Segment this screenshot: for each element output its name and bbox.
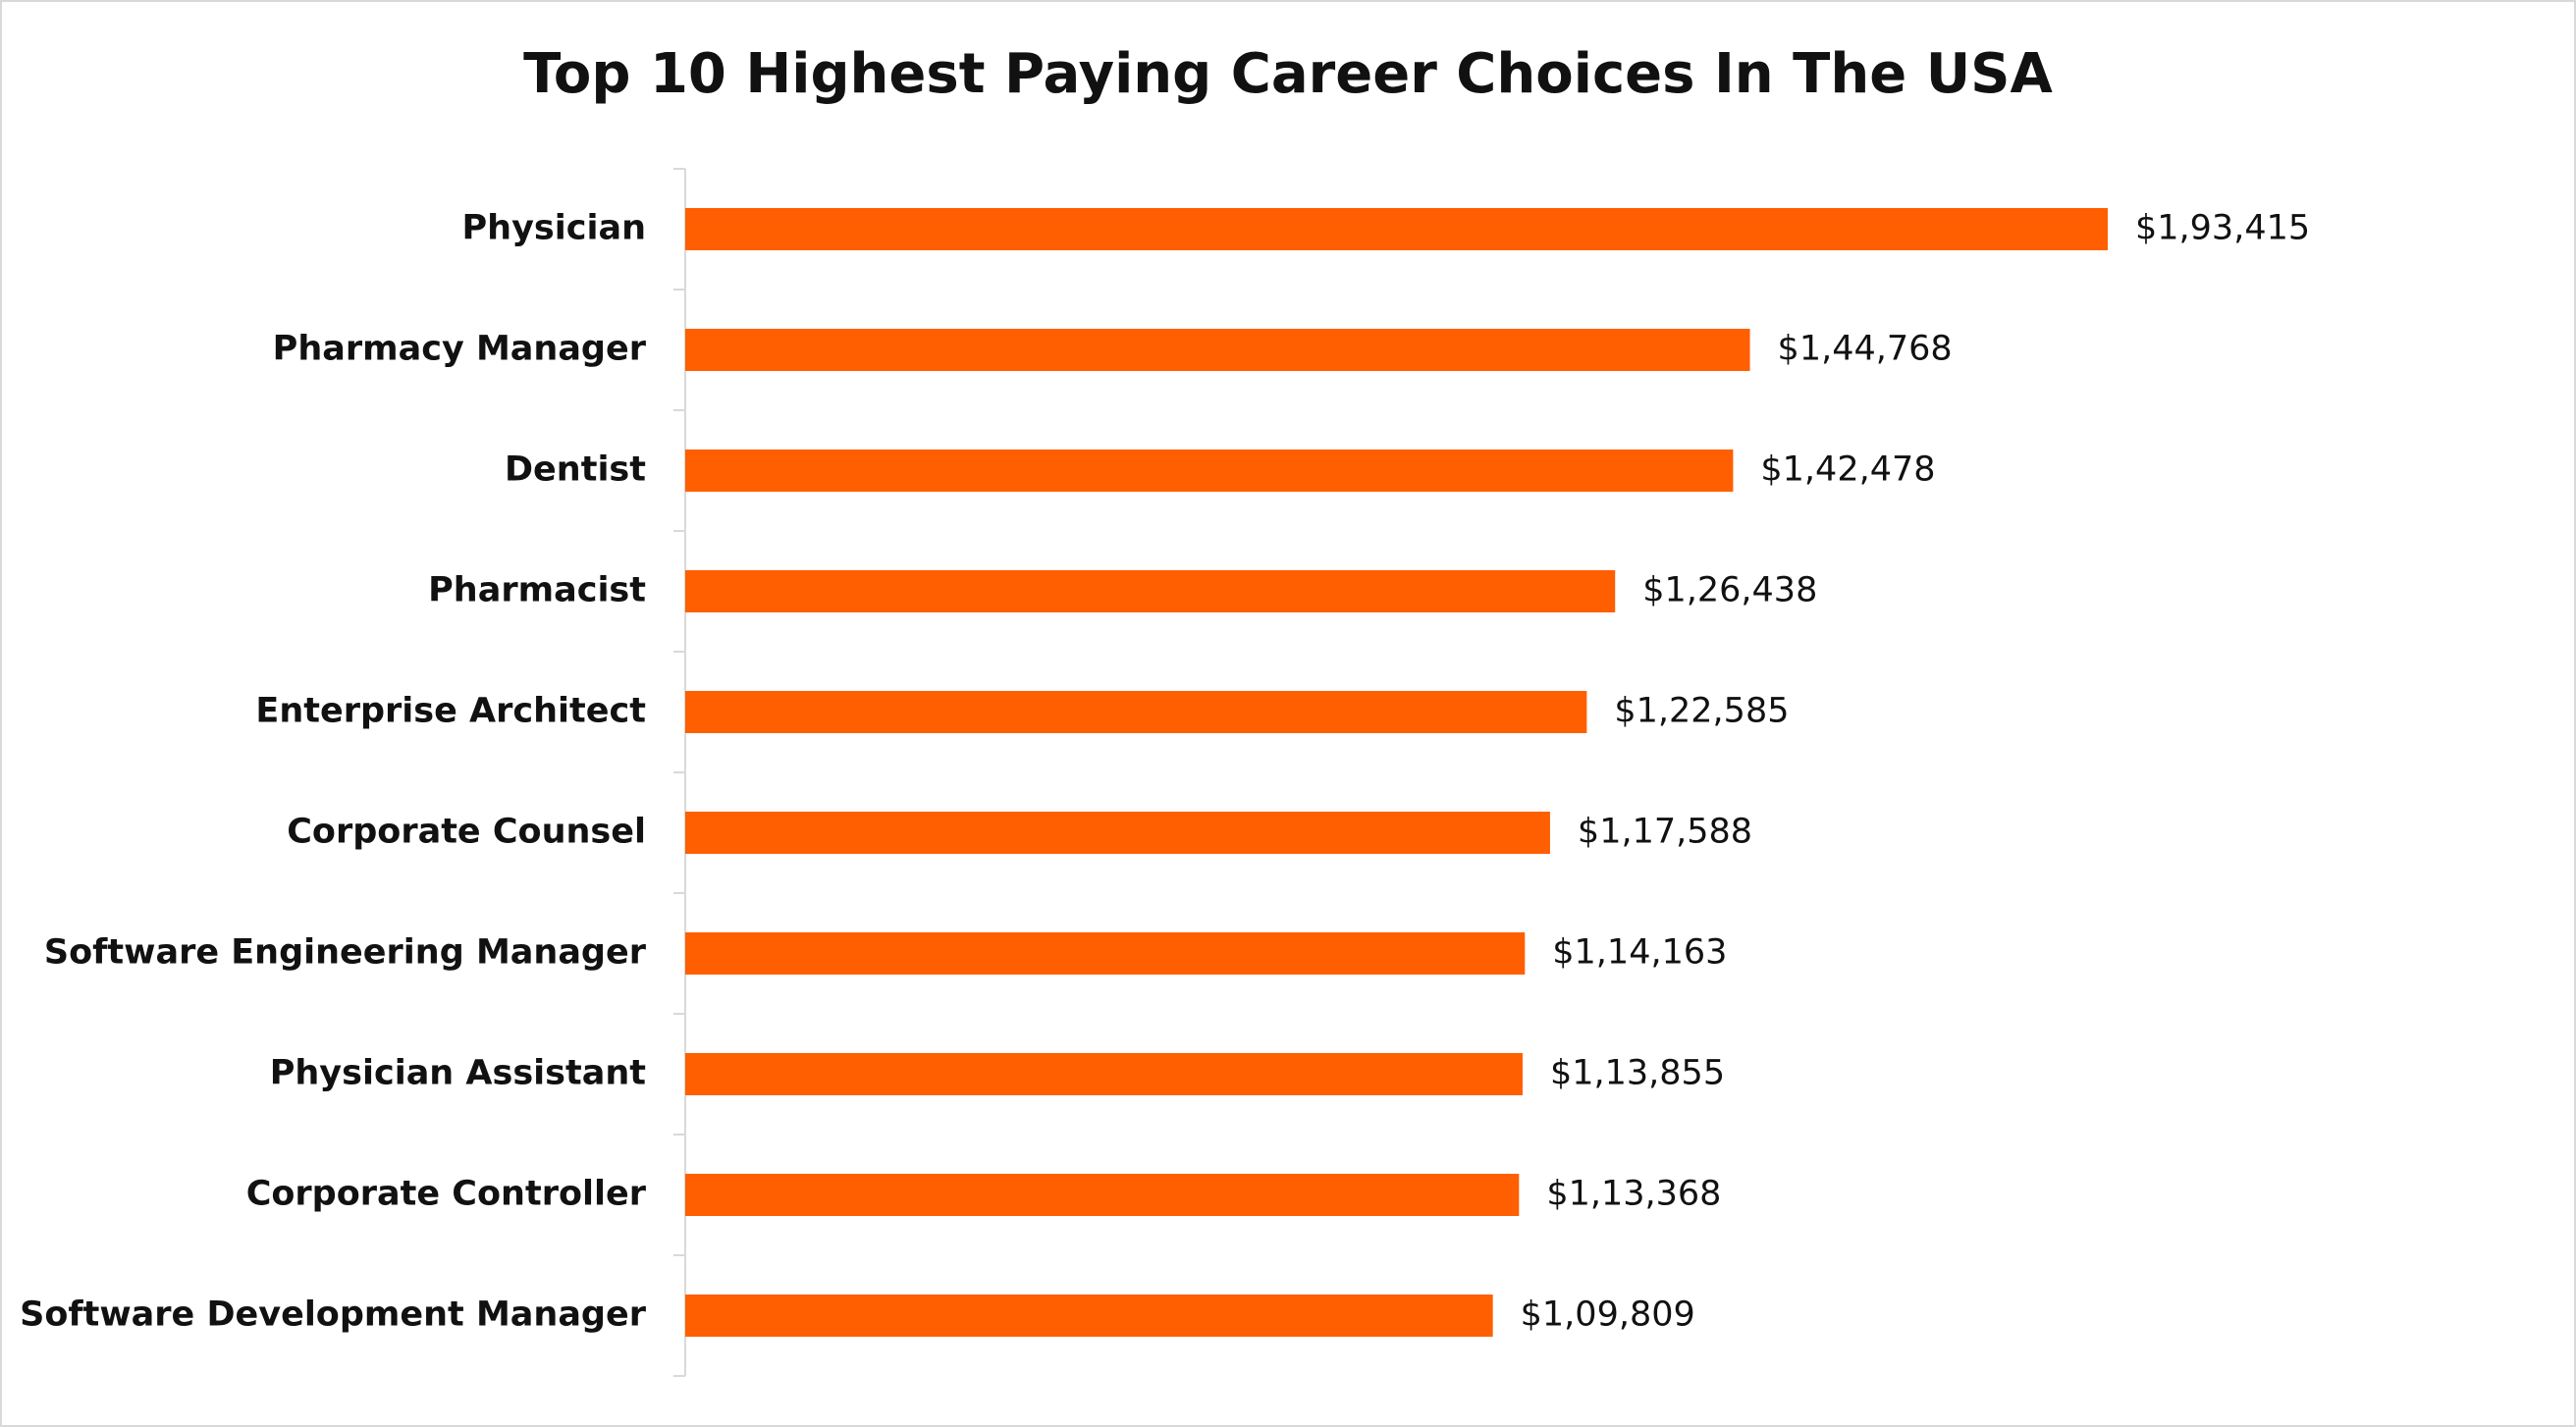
bar [685, 1295, 1493, 1337]
category-label: Dentist [505, 450, 646, 490]
value-label: $1,13,368 [1546, 1175, 1721, 1214]
value-label: $1,26,438 [1642, 571, 1817, 610]
category-label: Corporate Controller [246, 1175, 647, 1214]
bar [685, 691, 1587, 733]
bar [685, 329, 1750, 371]
category-label: Enterprise Architect [255, 692, 646, 731]
bar [685, 570, 1616, 612]
chart-title: Top 10 Highest Paying Career Choices In … [523, 42, 2053, 106]
category-label: Pharmacist [428, 571, 646, 610]
bar [685, 1174, 1520, 1216]
category-label: Physician Assistant [270, 1054, 646, 1093]
category-label: Software Development Manager [20, 1295, 647, 1335]
bar [685, 932, 1526, 975]
category-label: Physician [462, 209, 647, 248]
value-label: $1,09,809 [1521, 1295, 1695, 1335]
value-label: $1,13,855 [1550, 1054, 1725, 1093]
bar [685, 208, 2108, 250]
category-label: Corporate Counsel [287, 813, 646, 852]
value-label: $1,14,163 [1552, 933, 1727, 973]
bar [685, 1053, 1523, 1095]
bar [685, 812, 1550, 854]
value-label: $1,42,478 [1760, 450, 1935, 490]
value-label: $1,22,585 [1614, 692, 1789, 731]
bar [685, 449, 1734, 492]
value-label: $1,93,415 [2135, 209, 2310, 248]
category-label: Software Engineering Manager [44, 933, 647, 973]
value-label: $1,44,768 [1778, 330, 1953, 369]
category-label: Pharmacy Manager [273, 330, 647, 369]
value-label: $1,17,588 [1578, 813, 1752, 852]
